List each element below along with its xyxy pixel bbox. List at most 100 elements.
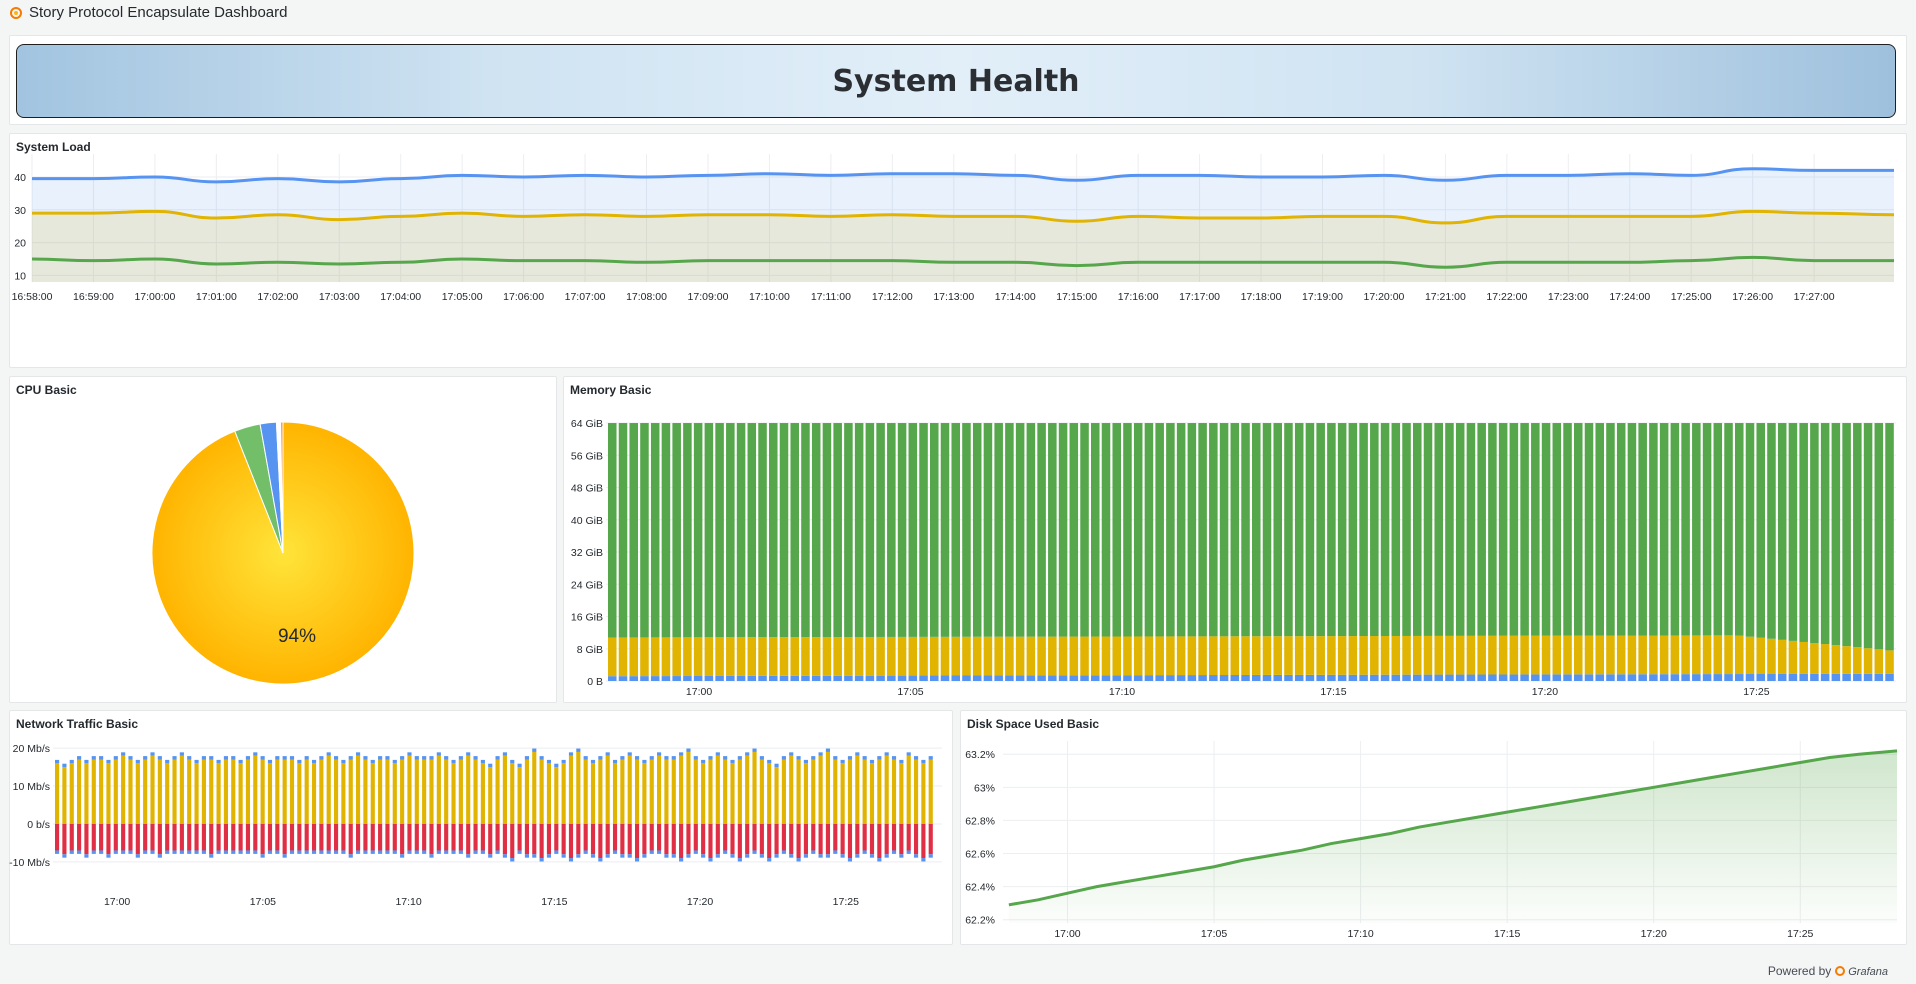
network-bar-inbound bbox=[767, 763, 772, 824]
network-bar-outbound bbox=[245, 823, 251, 851]
memory-bar-used bbox=[1230, 674, 1240, 681]
network-bar-inbound bbox=[231, 759, 236, 824]
network-bar-outbound bbox=[568, 823, 574, 859]
network-bar-outbound bbox=[121, 823, 126, 851]
panel-title[interactable]: Network Traffic Basic bbox=[16, 717, 139, 731]
network-bar-inbound bbox=[825, 751, 831, 824]
y-tick-label: 48 GiB bbox=[571, 483, 603, 495]
panel-title[interactable]: CPU Basic bbox=[16, 383, 77, 397]
network-bar-outbound bbox=[723, 823, 728, 851]
network-bar-inbound-cap bbox=[223, 756, 228, 760]
network-bar-outbound-cap bbox=[642, 854, 647, 858]
memory-bar-free bbox=[962, 423, 971, 637]
x-tick-label: 17:22:00 bbox=[1486, 291, 1527, 303]
network-bar-outbound bbox=[392, 823, 397, 851]
network-bar-outbound bbox=[282, 823, 287, 855]
network-bar-inbound-cap bbox=[275, 756, 280, 760]
x-tick-label: 17:15 bbox=[541, 896, 567, 908]
network-bar-outbound-cap bbox=[899, 854, 904, 858]
network-bar-inbound bbox=[774, 767, 779, 824]
memory-bar-cache bbox=[876, 636, 885, 676]
network-bar-outbound-cap bbox=[554, 850, 559, 854]
dashboard-title[interactable]: Story Protocol Encapsulate Dashboard bbox=[29, 4, 288, 21]
memory-bar-used bbox=[726, 675, 735, 681]
network-bar-inbound bbox=[723, 759, 728, 824]
x-tick-label: 17:17:00 bbox=[1179, 291, 1220, 303]
network-bar-inbound bbox=[855, 755, 860, 824]
memory-bar-cache bbox=[1423, 635, 1433, 675]
memory-bar-used bbox=[1520, 674, 1529, 681]
network-bar-inbound bbox=[649, 759, 654, 824]
network-bar-outbound-cap bbox=[480, 850, 485, 854]
network-bar-outbound bbox=[77, 823, 82, 851]
network-bar-inbound bbox=[598, 759, 603, 824]
memory-basic-panel[interactable]: Memory Basic 0 B 8 GiB 16 GiB 24 GiB 32 GiB 4… bbox=[563, 376, 1907, 703]
memory-bar-free bbox=[1434, 423, 1443, 636]
network-bar-outbound-cap bbox=[730, 854, 735, 858]
memory-bar-cache bbox=[1692, 635, 1701, 675]
network-bar-inbound bbox=[561, 763, 566, 824]
x-tick-label: 17:25 bbox=[1743, 686, 1769, 698]
network-bar-inbound-cap bbox=[304, 756, 309, 760]
panel-title[interactable]: System Load bbox=[16, 140, 91, 154]
footer-brand[interactable]: Grafana bbox=[1848, 966, 1888, 978]
network-bar-inbound-cap bbox=[77, 756, 82, 760]
system-load-panel[interactable]: System Load 16:58:00 16:59:00 17:00:00 17:0… bbox=[9, 133, 1907, 368]
cpu-basic-panel[interactable]: CPU Basic 94% bbox=[9, 376, 557, 703]
network-bar-outbound-cap bbox=[524, 854, 530, 858]
network-bar-inbound bbox=[165, 763, 170, 824]
network-bar-inbound bbox=[532, 751, 537, 824]
network-bar-outbound-cap bbox=[407, 850, 412, 854]
network-bar-inbound-cap bbox=[906, 752, 911, 756]
network-bar-outbound bbox=[488, 823, 493, 855]
network-bar-inbound bbox=[906, 755, 911, 824]
memory-bar-free bbox=[1767, 423, 1776, 639]
memory-bar-used bbox=[779, 675, 789, 681]
network-bar-outbound bbox=[620, 823, 625, 855]
network-traffic-panel[interactable]: Network Traffic Basic -10 Mb/s 0 b/s 10 Mb… bbox=[9, 710, 953, 945]
memory-bar-used bbox=[1584, 674, 1594, 681]
network-bar-inbound bbox=[84, 763, 89, 824]
network-bar-inbound-cap bbox=[847, 756, 853, 760]
network-bar-outbound-cap bbox=[583, 850, 588, 854]
network-bar-outbound-cap bbox=[686, 854, 691, 858]
memory-bar-free bbox=[1262, 423, 1272, 637]
memory-bar-used bbox=[1498, 674, 1508, 681]
x-tick-label: 17:04:00 bbox=[380, 291, 421, 303]
memory-bar-free bbox=[779, 423, 789, 638]
memory-bar-free bbox=[1820, 423, 1830, 645]
network-bar-outbound bbox=[818, 823, 823, 855]
panel-title[interactable]: Memory Basic bbox=[570, 383, 652, 397]
network-bar-inbound bbox=[407, 755, 412, 824]
memory-bar-used bbox=[1659, 674, 1669, 681]
network-bar-inbound bbox=[899, 763, 904, 824]
network-bar-outbound bbox=[671, 823, 676, 855]
network-bar-inbound bbox=[223, 759, 228, 824]
network-bar-outbound bbox=[679, 823, 684, 859]
network-bar-outbound-cap bbox=[77, 850, 82, 854]
memory-bar-used bbox=[1531, 674, 1540, 681]
network-bar-inbound-cap bbox=[231, 756, 236, 760]
network-bar-outbound bbox=[289, 823, 295, 851]
memory-bar-cache bbox=[747, 637, 757, 676]
network-bar-outbound bbox=[128, 823, 133, 851]
network-bar-outbound-cap bbox=[855, 854, 860, 858]
memory-bar-free bbox=[940, 423, 950, 637]
memory-bar-used bbox=[951, 675, 960, 681]
network-bar-inbound bbox=[708, 759, 713, 824]
network-bar-inbound bbox=[693, 759, 698, 824]
x-tick-label: 17:01:00 bbox=[196, 291, 237, 303]
network-bar-outbound-cap bbox=[884, 854, 889, 858]
memory-bar-cache bbox=[715, 637, 724, 676]
network-bar-outbound-cap bbox=[539, 858, 544, 862]
network-bar-outbound-cap bbox=[803, 854, 808, 858]
memory-bar-used bbox=[1294, 674, 1304, 681]
network-bar-inbound-cap bbox=[495, 756, 500, 760]
network-bar-inbound bbox=[77, 759, 82, 824]
network-bar-outbound-cap bbox=[84, 854, 89, 858]
x-tick-label: 17:10 bbox=[1109, 686, 1135, 698]
memory-bar-used bbox=[758, 675, 767, 681]
panel-title[interactable]: Disk Space Used Basic bbox=[967, 717, 1100, 731]
disk-space-panel[interactable]: Disk Space Used Basic 62.2% 62.4% 62.6% 62.… bbox=[960, 710, 1907, 945]
memory-bar-cache bbox=[1305, 636, 1315, 675]
